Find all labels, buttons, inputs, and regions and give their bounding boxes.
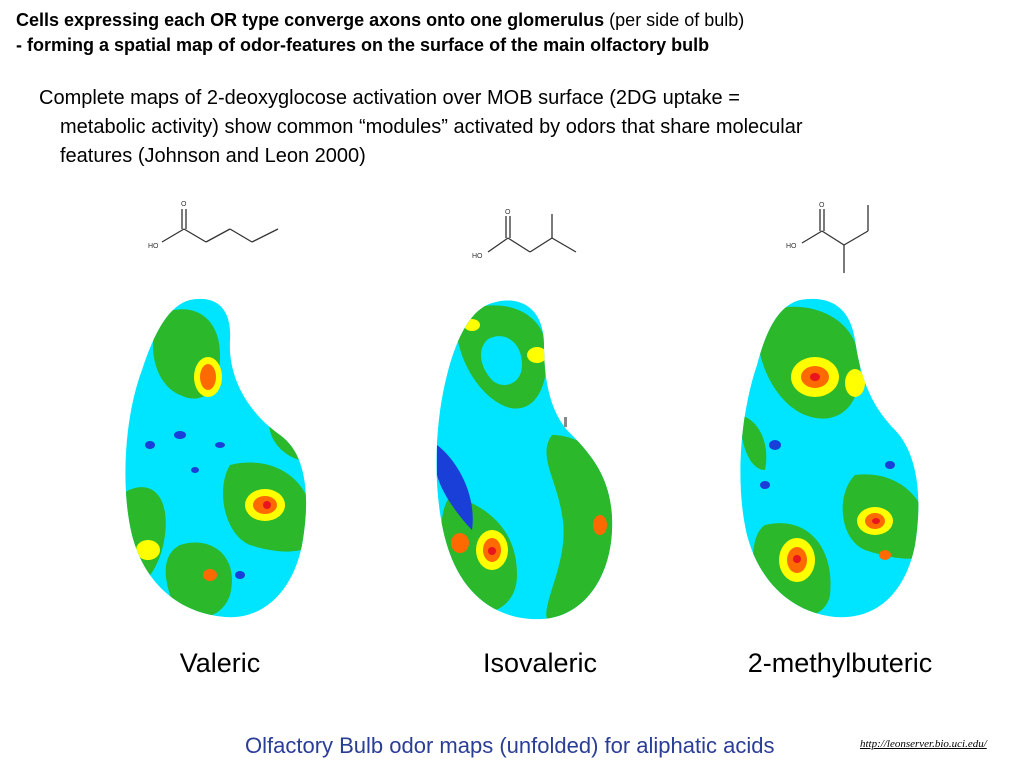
source-link[interactable]: http://leonserver.bio.uci.edu/ — [860, 738, 987, 750]
molecule-isovaleric-ho: HO — [472, 253, 483, 260]
panel-label-valeric: Valeric — [179, 648, 261, 678]
figure-caption: Olfactory Bulb odor maps (unfolded) for … — [245, 733, 775, 758]
molecule-isovaleric: HO O — [472, 209, 577, 260]
bullet-text: Complete maps of 2-deoxyglocose activati… — [39, 84, 989, 171]
molecule-isovaleric-o: O — [505, 209, 511, 216]
heading-line-2: - forming a spatial map of odor-features… — [16, 33, 1006, 58]
heading-line-1-bold: Cells expressing each OR type converge a… — [16, 10, 605, 30]
heading-line-1-normal: (per side of bulb) — [604, 10, 745, 30]
bullet-line-1: Complete maps of 2-deoxyglocose activati… — [39, 87, 740, 109]
heading-line-1: Cells expressing each OR type converge a… — [16, 8, 1006, 33]
bullet-line-3: features (Johnson and Leon 2000) — [60, 145, 366, 167]
odor-map-valeric — [125, 298, 307, 618]
molecule-2-methylbuteric: HO O — [786, 202, 869, 273]
molecule-2-methylbuteric-ho: HO — [786, 243, 797, 250]
molecule-valeric-o: O — [181, 201, 187, 208]
odor-map-2-methylbuteric — [740, 298, 919, 618]
odor-map-isovaleric — [436, 300, 613, 620]
bullet-line-2: metabolic activity) show common “modules… — [60, 116, 803, 138]
panel-label-2-methylbuteric: 2-methylbuteric — [747, 648, 933, 678]
molecule-2-methylbuteric-o: O — [819, 202, 825, 209]
slide-heading: Cells expressing each OR type converge a… — [16, 8, 1006, 58]
molecule-valeric-ho: HO — [148, 243, 159, 250]
panel-label-isovaleric: Isovaleric — [482, 648, 598, 678]
heading-line-2-bold: - forming a spatial map of odor-features… — [16, 35, 710, 55]
molecule-valeric: HO O — [148, 201, 279, 250]
